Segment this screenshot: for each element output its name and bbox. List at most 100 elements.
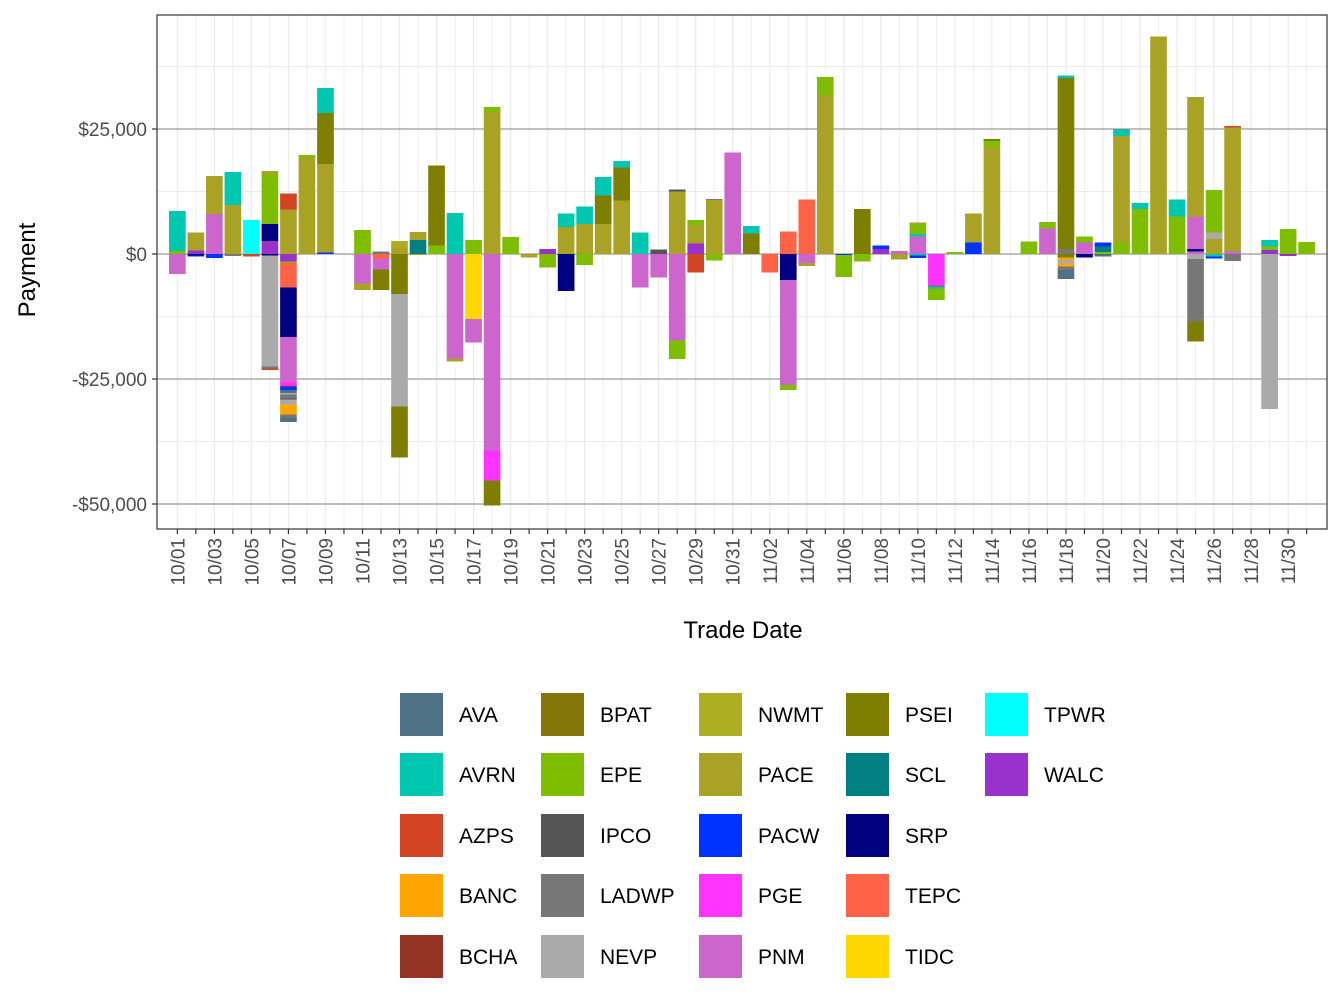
bar-segment-epe — [1039, 222, 1056, 229]
y-tick-label: -$25,000 — [72, 370, 147, 391]
bar-segment-nevp — [1205, 232, 1223, 239]
bar-segment-pace — [1205, 239, 1223, 254]
bar-segment-walc — [1279, 254, 1297, 256]
bar-segment-psei — [983, 139, 1001, 141]
x-tick-label: 10/23 — [576, 538, 597, 586]
bar-segment-ava — [280, 390, 297, 393]
y-tick-label: $25,000 — [78, 120, 147, 141]
x-tick-label: 11/06 — [835, 538, 856, 584]
bar-segment-epe — [261, 174, 279, 199]
bar-segment-pace — [557, 227, 575, 254]
bar-segment-pnm — [354, 254, 371, 284]
x-tick-label: 10/15 — [428, 538, 449, 586]
x-tick-label: 10/07 — [279, 538, 300, 586]
bar-segment-ipco — [668, 189, 686, 192]
bar-segment-nwmt — [391, 241, 408, 248]
legend-label-ava: AVA — [459, 704, 498, 727]
legend-label-bcha: BCHA — [459, 946, 517, 969]
bar-segment-epe — [779, 385, 797, 390]
bar-segment-pace — [298, 157, 316, 254]
legend-key-pace — [699, 753, 742, 796]
bar-segment-srp — [261, 254, 279, 256]
bar-segment-tepc — [280, 263, 297, 275]
bar-segment-ladwp — [1187, 259, 1204, 322]
bar-segment-walc — [280, 254, 297, 262]
legend-label-scl: SCL — [905, 764, 946, 787]
bar-segment-avrn — [594, 177, 612, 196]
bar-segment-pace — [687, 225, 705, 244]
bar-segment-pace — [317, 164, 334, 253]
x-tick-label: 11/14 — [983, 538, 1004, 585]
bar-segment-scl — [1094, 246, 1112, 252]
bar-segment-pnm — [372, 259, 390, 270]
bar-segment-avrn — [1057, 75, 1075, 78]
bar-segment-walc — [1261, 250, 1278, 254]
bar-segment-nevp — [1057, 260, 1075, 264]
bar-segment-pacw — [909, 255, 927, 258]
bar-segment-pge — [483, 450, 501, 481]
bar-segment-psei — [594, 195, 612, 224]
bar-segment-pace — [668, 191, 686, 254]
x-tick-label: 10/05 — [242, 538, 263, 586]
bar-segment-avrn — [1131, 203, 1149, 209]
bar-segment-avrn — [928, 287, 945, 289]
bar-segment-pace — [1224, 127, 1241, 252]
bar-segment-avrn — [1205, 254, 1223, 257]
bar-segment-azps — [261, 368, 279, 370]
bar-segment-psei — [391, 406, 408, 458]
x-tick-label: 10/25 — [613, 538, 634, 586]
x-tick-label: 11/18 — [1057, 538, 1078, 584]
bar-segment-banc — [280, 404, 297, 410]
x-tick-label: 10/17 — [465, 538, 486, 586]
bar-segment-srp — [1076, 254, 1093, 258]
bar-segment-epe — [928, 288, 945, 300]
bar-segment-epe — [1076, 236, 1093, 243]
bar-segment-pace — [206, 176, 223, 214]
bar-segment-srp — [1187, 249, 1204, 252]
bar-segment-pace — [983, 146, 1001, 254]
bar-segment-pnm — [909, 236, 927, 254]
bar-segment-pnm — [1187, 251, 1204, 254]
y-axis-title: Payment — [14, 222, 41, 317]
bar-segment-avrn — [446, 213, 464, 254]
bar-segment-epe — [483, 107, 501, 112]
x-tick-label: 10/29 — [687, 538, 708, 586]
bar-segment-ladwp — [280, 414, 297, 418]
x-tick-label: 11/28 — [1242, 538, 1263, 584]
bar-segment-pnm — [631, 254, 649, 288]
y-axis: -$50,000 -$25,000 $0 $25,000 — [72, 120, 157, 516]
x-tick-label: 10/09 — [316, 538, 337, 586]
bar-segment-psei — [391, 254, 408, 294]
bar-segment-epe — [576, 254, 593, 265]
legend-label-tepc: TEPC — [905, 885, 961, 908]
bar-segment-avrn — [1261, 240, 1278, 247]
x-axis: 10/01 10/03 10/05 10/07 10/09 10/11 10/13 10/15… — [168, 529, 1308, 586]
legend-key-ava — [400, 693, 443, 736]
bar-segment-avrn — [1168, 199, 1186, 217]
legend-key-scl — [846, 753, 889, 796]
legend-key-epe — [541, 753, 584, 796]
bar-segment-epe — [465, 240, 482, 254]
bar-segment-epe — [1168, 216, 1186, 254]
bar-segment-nevp — [280, 399, 297, 405]
bar-segment-azps — [687, 254, 705, 273]
legend-key-pge — [699, 874, 742, 917]
bar-segment-epe — [1020, 241, 1038, 254]
bar-segment-psei — [483, 480, 501, 506]
legend-key-ipco — [541, 814, 584, 857]
bar-segment-pace — [187, 232, 205, 251]
bar-segment-avrn — [169, 211, 186, 251]
bar-segment-pnm — [483, 254, 501, 451]
legend-key-banc — [400, 874, 443, 917]
bar-segment-epe — [169, 251, 186, 254]
bar-segment-ladwp — [928, 285, 945, 287]
bar-segment-srp — [557, 254, 575, 291]
bar-segment-epe — [668, 340, 686, 359]
bar-segment-srp — [187, 254, 205, 256]
bar-segment-ladwp — [1057, 266, 1075, 270]
bar-segment-nevp — [261, 255, 279, 367]
bar-segment-avrn — [557, 213, 575, 227]
x-tick-label: 11/16 — [1020, 538, 1041, 584]
bar-segment-pacw — [187, 255, 205, 257]
bars-layer — [169, 36, 1315, 506]
